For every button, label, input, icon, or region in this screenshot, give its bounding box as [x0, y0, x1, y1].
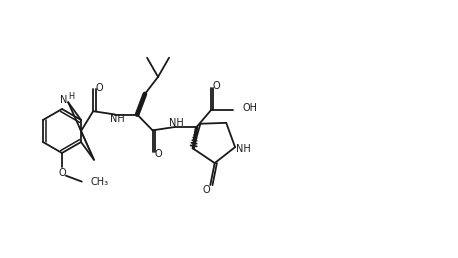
Text: O: O — [155, 149, 163, 159]
Text: O: O — [202, 185, 210, 195]
Text: O: O — [58, 168, 66, 178]
Text: NH: NH — [110, 114, 125, 124]
Text: N: N — [60, 95, 68, 105]
Text: NH: NH — [169, 118, 184, 128]
Text: O: O — [212, 81, 220, 91]
Text: NH: NH — [236, 144, 251, 154]
Text: OH: OH — [243, 103, 258, 113]
Text: O: O — [95, 83, 103, 93]
Text: H: H — [68, 92, 74, 101]
Text: CH₃: CH₃ — [91, 176, 109, 187]
